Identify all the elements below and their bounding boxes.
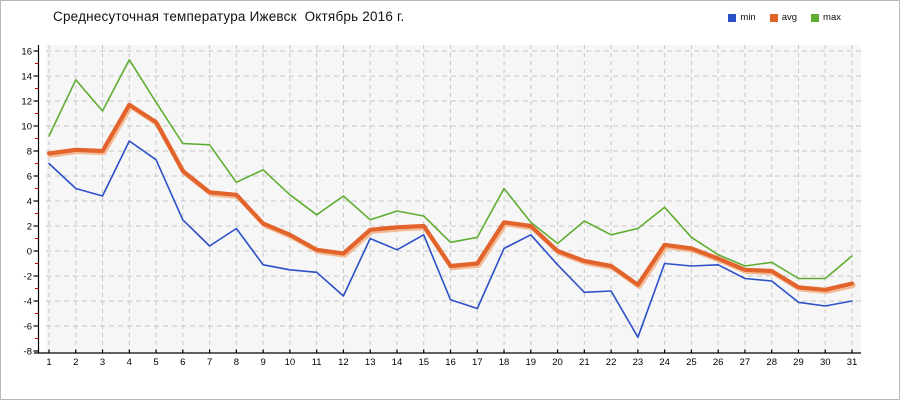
svg-text:1: 1 [46,357,51,368]
svg-text:4: 4 [127,357,132,368]
svg-text:19: 19 [526,357,537,368]
legend-item-avg: avg [769,12,798,23]
svg-text:-2: -2 [24,272,32,283]
legend-swatch-max-icon [811,13,820,22]
svg-text:24: 24 [659,357,670,368]
svg-text:11: 11 [312,357,322,368]
svg-text:14: 14 [21,72,32,83]
svg-text:-8: -8 [24,347,32,358]
svg-text:2: 2 [73,357,78,368]
svg-text:5: 5 [153,357,158,368]
svg-text:8: 8 [27,147,32,158]
svg-text:20: 20 [552,357,563,368]
legend-swatch-min-icon [728,13,737,22]
legend-label: avg [781,12,798,23]
svg-text:10: 10 [285,357,296,368]
legend-swatch-avg-icon [769,13,778,22]
svg-text:22: 22 [606,357,617,368]
svg-text:29: 29 [793,357,804,368]
svg-text:31: 31 [847,357,858,368]
svg-text:26: 26 [713,357,724,368]
svg-text:21: 21 [579,357,590,368]
svg-text:27: 27 [740,357,751,368]
svg-text:10: 10 [21,122,32,133]
svg-text:7: 7 [207,357,212,368]
svg-text:14: 14 [392,357,403,368]
legend-item-min: min [728,12,756,23]
svg-text:0: 0 [27,247,32,258]
legend-label: min [740,12,756,23]
svg-text:6: 6 [180,357,185,368]
svg-text:16: 16 [445,357,456,368]
legend: min avg max [728,12,841,23]
svg-text:12: 12 [21,97,32,108]
svg-text:2: 2 [27,222,32,233]
svg-text:4: 4 [27,197,32,208]
svg-text:3: 3 [100,357,105,368]
svg-text:-6: -6 [24,322,32,333]
svg-text:8: 8 [234,357,239,368]
svg-text:16: 16 [21,47,32,58]
svg-text:-4: -4 [24,297,32,308]
svg-text:13: 13 [365,357,376,368]
svg-text:25: 25 [686,357,697,368]
svg-text:15: 15 [418,357,429,368]
svg-text:12: 12 [338,357,349,368]
legend-item-max: max [811,12,841,23]
legend-label: max [823,12,841,23]
svg-text:17: 17 [472,357,483,368]
svg-text:6: 6 [27,172,32,183]
svg-text:23: 23 [633,357,644,368]
svg-text:30: 30 [820,357,831,368]
svg-text:18: 18 [499,357,510,368]
svg-text:9: 9 [260,357,265,368]
svg-text:28: 28 [766,357,777,368]
chart-title: Среднесуточная температура Ижевск Октябр… [53,9,405,24]
